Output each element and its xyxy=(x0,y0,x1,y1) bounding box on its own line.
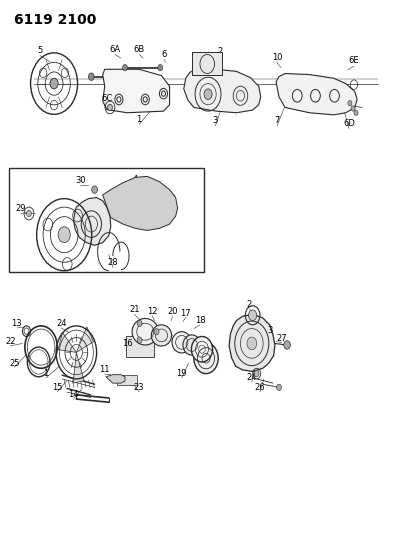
Text: 16: 16 xyxy=(122,339,133,348)
Text: 27: 27 xyxy=(277,334,287,343)
Ellipse shape xyxy=(191,336,213,362)
Text: 24: 24 xyxy=(246,373,257,382)
Text: 22: 22 xyxy=(5,337,16,346)
Bar xyxy=(192,52,222,75)
Text: 19: 19 xyxy=(177,369,187,378)
Text: 5: 5 xyxy=(37,46,42,55)
Text: 3: 3 xyxy=(213,116,218,125)
Text: 30: 30 xyxy=(75,176,86,185)
Polygon shape xyxy=(103,176,177,230)
Text: 6A: 6A xyxy=(109,45,120,54)
Text: 6D: 6D xyxy=(343,119,355,128)
Ellipse shape xyxy=(183,335,201,355)
Text: 1: 1 xyxy=(43,369,49,378)
Circle shape xyxy=(284,341,290,349)
Circle shape xyxy=(204,89,212,100)
Text: 2: 2 xyxy=(247,300,252,309)
Circle shape xyxy=(154,328,159,335)
Ellipse shape xyxy=(132,318,158,345)
Text: 14: 14 xyxy=(68,390,79,399)
Text: 12: 12 xyxy=(147,307,157,316)
Polygon shape xyxy=(58,333,76,352)
Circle shape xyxy=(50,78,58,89)
Ellipse shape xyxy=(194,343,218,374)
Polygon shape xyxy=(106,375,125,383)
Polygon shape xyxy=(276,74,357,115)
Text: 10: 10 xyxy=(272,53,282,62)
Text: 18: 18 xyxy=(195,316,205,325)
Circle shape xyxy=(158,64,163,71)
Text: 13: 13 xyxy=(11,319,22,328)
Text: 25: 25 xyxy=(9,359,20,367)
Circle shape xyxy=(348,101,352,106)
Text: 11: 11 xyxy=(100,366,110,374)
Circle shape xyxy=(247,337,257,350)
Circle shape xyxy=(122,64,127,71)
Circle shape xyxy=(92,186,98,193)
Text: 29: 29 xyxy=(16,204,26,213)
Polygon shape xyxy=(184,69,261,113)
Text: 21: 21 xyxy=(129,305,140,314)
Circle shape xyxy=(248,310,257,320)
Text: 2: 2 xyxy=(217,47,223,56)
Text: 6E: 6E xyxy=(348,56,359,65)
Text: 20: 20 xyxy=(167,307,177,316)
Circle shape xyxy=(254,370,259,377)
Bar xyxy=(117,375,137,385)
Circle shape xyxy=(58,227,70,243)
Text: 26: 26 xyxy=(255,383,265,392)
Text: 3: 3 xyxy=(267,326,272,335)
Circle shape xyxy=(354,110,358,115)
Text: 4: 4 xyxy=(133,174,138,183)
Circle shape xyxy=(137,320,142,327)
Circle shape xyxy=(137,337,142,343)
Text: 17: 17 xyxy=(180,309,191,318)
Polygon shape xyxy=(73,352,84,383)
Ellipse shape xyxy=(172,332,191,353)
Text: 15: 15 xyxy=(52,383,62,392)
Text: 6B: 6B xyxy=(133,45,145,54)
Text: 1: 1 xyxy=(137,115,142,124)
Ellipse shape xyxy=(151,325,172,346)
Circle shape xyxy=(27,211,31,216)
Text: 28: 28 xyxy=(108,258,118,266)
Text: 6C: 6C xyxy=(101,94,112,103)
Polygon shape xyxy=(73,198,111,245)
Circle shape xyxy=(108,104,113,111)
Circle shape xyxy=(351,106,355,111)
Polygon shape xyxy=(103,69,170,113)
Text: 6119 2100: 6119 2100 xyxy=(13,13,96,27)
Text: 7: 7 xyxy=(274,116,279,125)
Polygon shape xyxy=(229,314,275,372)
Circle shape xyxy=(277,384,282,391)
Bar xyxy=(9,168,204,272)
Text: 23: 23 xyxy=(134,383,144,392)
Polygon shape xyxy=(76,327,93,352)
Text: 6: 6 xyxy=(162,50,167,59)
Circle shape xyxy=(89,73,94,80)
Text: 24: 24 xyxy=(56,319,67,328)
Bar xyxy=(126,336,154,357)
